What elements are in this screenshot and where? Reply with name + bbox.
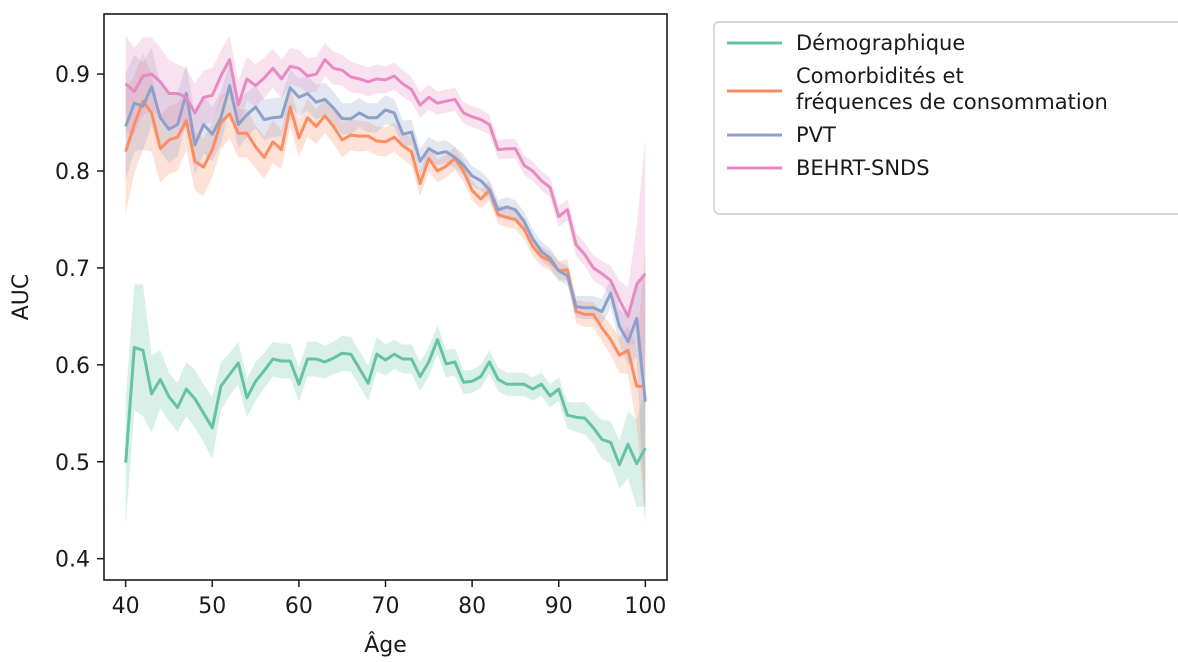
line-series-2 (124, 84, 647, 402)
line-series-3 (124, 58, 647, 318)
band-series-3 (125, 35, 646, 410)
series-lines (124, 58, 647, 467)
legend: Démographique Comorbidités et fréquences d… (713, 21, 1178, 215)
y-tick-label: 0.6 (55, 354, 90, 379)
x-axis-title: Âge (364, 632, 407, 658)
legend-label-3: BEHRT-SNDS (796, 156, 930, 180)
x-tick-label: 40 (112, 594, 140, 619)
confidence-bands (125, 35, 646, 528)
line-series-0 (124, 338, 647, 467)
legend-label-0: Démographique (796, 31, 965, 55)
legend-label-2: PVT (796, 123, 836, 147)
y-tick-label: 0.7 (55, 257, 90, 282)
y-tick-label: 0.9 (55, 63, 90, 88)
y-axis-title: AUC (9, 274, 34, 321)
x-tick-label: 80 (458, 594, 486, 619)
x-axis: 40 50 60 70 80 90 100 (112, 580, 666, 619)
band-series-2 (125, 47, 646, 528)
y-axis: 0.4 0.5 0.6 0.7 0.8 0.9 (55, 63, 104, 573)
x-tick-label: 90 (545, 594, 573, 619)
x-tick-label: 50 (198, 594, 226, 619)
x-tick-label: 70 (372, 594, 400, 619)
y-tick-label: 0.4 (55, 548, 90, 573)
y-tick-label: 0.5 (55, 451, 90, 476)
x-tick-label: 60 (285, 594, 313, 619)
y-tick-label: 0.8 (55, 160, 90, 185)
band-series-1 (125, 52, 646, 522)
legend-frame (713, 21, 1178, 215)
x-tick-label: 100 (624, 594, 666, 619)
band-series-0 (125, 284, 646, 526)
legend-label-1: Comorbidités et fréquences de consommatio… (796, 64, 1108, 114)
